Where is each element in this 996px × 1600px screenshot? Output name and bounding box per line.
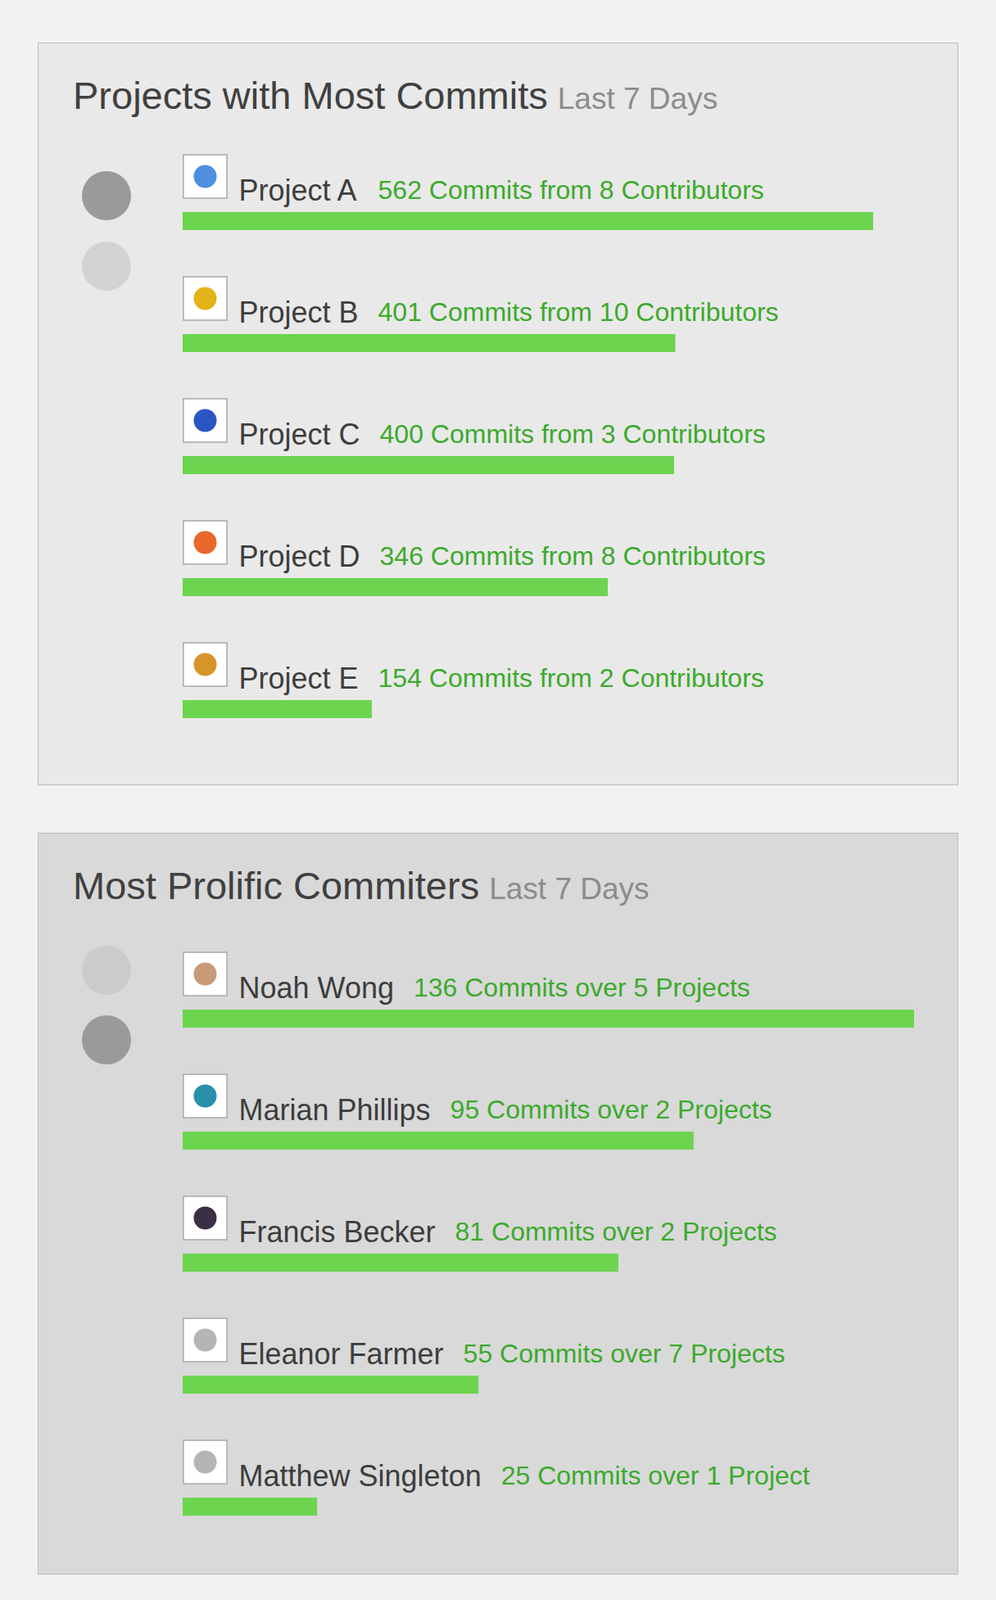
- svg-text:400 Commits from 3 Contributor: 400 Commits from 3 Contributors: [380, 419, 766, 449]
- svg-text:25 Commits over 1 Project: 25 Commits over 1 Project: [501, 1461, 811, 1491]
- svg-text:Project D: Project D: [239, 539, 361, 574]
- svg-text:Marian Phillips: Marian Phillips: [239, 1093, 431, 1128]
- svg-text:Eleanor Farmer: Eleanor Farmer: [239, 1337, 444, 1372]
- svg-text:Project A: Project A: [239, 173, 358, 208]
- svg-text:55 Commits over 7 Projects: 55 Commits over 7 Projects: [463, 1339, 786, 1369]
- svg-text:154 Commits from 2 Contributor: 154 Commits from 2 Contributors: [378, 663, 765, 693]
- html-text:Most Prolific Commiters Last 7: Most Prolific Commiters Last 7 Days: [72, 864, 650, 908]
- svg-text:Matthew Singleton: Matthew Singleton: [239, 1459, 482, 1494]
- svg-text:136 Commits over 5 Projects: 136 Commits over 5 Projects: [413, 973, 751, 1003]
- svg-text:Project C: Project C: [239, 417, 361, 452]
- svg-text:81 Commits over 2 Projects: 81 Commits over 2 Projects: [455, 1217, 778, 1247]
- svg-text:95 Commits over 2 Projects: 95 Commits over 2 Projects: [450, 1095, 773, 1125]
- svg-text:346 Commits from 8 Contributor: 346 Commits from 8 Contributors: [380, 541, 766, 571]
- svg-text:Noah Wong: Noah Wong: [239, 971, 394, 1006]
- svg-text:Project B: Project B: [239, 295, 359, 330]
- svg-text:Project E: Project E: [239, 661, 359, 696]
- svg-text:Francis Becker: Francis Becker: [239, 1215, 436, 1250]
- html-text:Projects with Most Commits Las: Projects with Most Commits Last 7 Days: [72, 73, 718, 118]
- svg-text:401 Commits from 10 Contributo: 401 Commits from 10 Contributors: [378, 297, 779, 327]
- svg-text:562 Commits from 8 Contributor: 562 Commits from 8 Contributors: [378, 175, 765, 205]
